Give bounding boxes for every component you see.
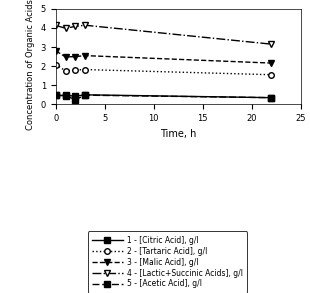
Legend: 1 - [Citric Acid], g/l, 2 - [Tartaric Acid], g/l, 3 - [Malic Acid], g/l, 4 - [La: 1 - [Citric Acid], g/l, 2 - [Tartaric Ac… <box>88 231 247 293</box>
X-axis label: Time, h: Time, h <box>160 129 197 139</box>
Y-axis label: Concentration of Organic Acids, g/l: Concentration of Organic Acids, g/l <box>26 0 35 130</box>
